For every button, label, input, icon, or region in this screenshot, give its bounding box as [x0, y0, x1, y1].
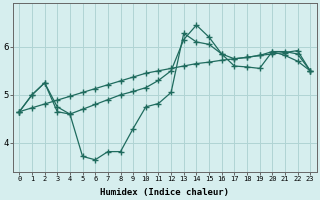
X-axis label: Humidex (Indice chaleur): Humidex (Indice chaleur): [100, 188, 229, 197]
